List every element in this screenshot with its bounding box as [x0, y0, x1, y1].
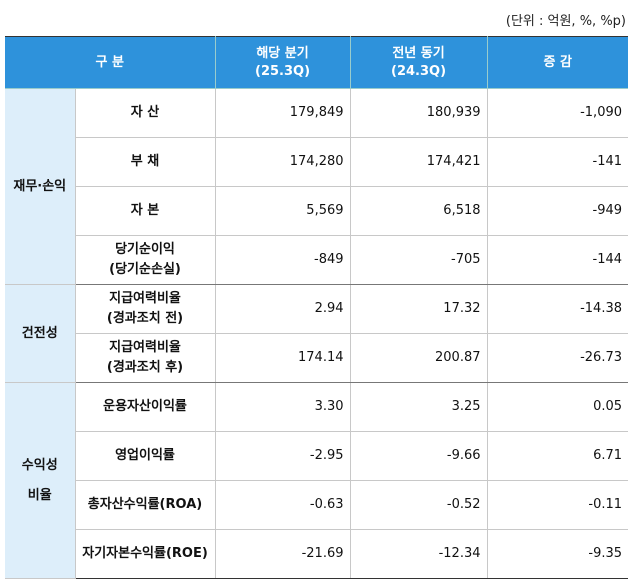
cell-line: (경과조치 전) — [106, 311, 184, 326]
cell-line: 비율 — [27, 487, 52, 503]
value-cell: -9.66 — [349, 431, 488, 481]
header-cell: 증 감 — [486, 36, 629, 89]
table-row: 자 본 5,569 6,518 -949 — [5, 186, 629, 236]
value-cell: -2.95 — [214, 431, 351, 481]
table-row: 부 채 174,280 174,421 -141 — [5, 137, 629, 187]
cell-line: 구 분 — [95, 54, 124, 70]
value-cell: 179,849 — [214, 88, 351, 138]
value-cell: -849 — [214, 235, 351, 285]
value-cell: 3.30 — [214, 382, 351, 432]
cell-line: 자기자본수익률(ROE) — [82, 546, 208, 561]
row-label: 운용자산이익률 — [74, 382, 216, 432]
value-cell: -12.34 — [349, 529, 488, 579]
header-cell: 전년 동기 (24.3Q) — [349, 36, 488, 89]
value-cell: 3.25 — [349, 382, 488, 432]
table-row: 당기순이익 (당기순손실) -849 -705 -144 — [5, 235, 629, 285]
value-cell: 180,939 — [349, 88, 488, 138]
group-label: 재무·손익 — [5, 88, 76, 285]
value-cell: 17.32 — [349, 284, 488, 334]
value-cell: -0.52 — [349, 480, 488, 530]
value-cell: -0.63 — [214, 480, 351, 530]
cell-line: (경과조치 후) — [106, 360, 184, 375]
row-label: 지급여력비율 (경과조치 전) — [74, 284, 216, 334]
row-label: 영업이익률 — [74, 431, 216, 481]
value-cell: -14.38 — [486, 284, 629, 334]
value-cell: -705 — [349, 235, 488, 285]
value-cell: 174,421 — [349, 137, 488, 187]
value-cell: -949 — [486, 186, 629, 236]
group-label: 건전성 — [5, 284, 76, 383]
cell-line: (당기순손실) — [109, 262, 181, 277]
table-row: 자기자본수익률(ROE) -21.69 -12.34 -9.35 — [5, 529, 629, 579]
cell-line: 당기순이익 — [115, 242, 175, 257]
cell-line: 부 채 — [130, 154, 160, 169]
header-cell: 구 분 — [5, 36, 216, 89]
row-label: 자 산 — [74, 88, 216, 138]
row-label: 총자산수익률(ROA) — [74, 480, 216, 530]
value-cell: 2.94 — [214, 284, 351, 334]
cell-line: (25.3Q) — [255, 63, 311, 79]
cell-line: 재무·손익 — [13, 178, 67, 194]
header-row: 구 분 해당 분기 (25.3Q) 전년 동기 (24.3Q) 증 감 — [5, 36, 629, 89]
value-cell: 200.87 — [349, 333, 488, 383]
cell-line: 운용자산이익률 — [103, 399, 187, 414]
table-row: 총자산수익률(ROA) -0.63 -0.52 -0.11 — [5, 480, 629, 530]
value-cell: 174.14 — [214, 333, 351, 383]
cell-line: 증 감 — [543, 54, 572, 70]
unit-note: (단위 : 억원, %, %p) — [505, 14, 626, 29]
cell-line: 지급여력비율 — [109, 340, 181, 355]
table-row: 지급여력비율 (경과조치 후) 174.14 200.87 -26.73 — [5, 333, 629, 383]
value-cell: 6.71 — [486, 431, 629, 481]
value-cell: -9.35 — [486, 529, 629, 579]
value-cell: 5,569 — [214, 186, 351, 236]
cell-line: 자 산 — [130, 105, 160, 120]
value-cell: 0.05 — [486, 382, 629, 432]
value-cell: -0.11 — [486, 480, 629, 530]
value-cell: 174,280 — [214, 137, 351, 187]
data-table: 구 분 해당 분기 (25.3Q) 전년 동기 (24.3Q) 증 감 재무·손익 자 산 1… — [5, 36, 629, 579]
value-cell: -144 — [486, 235, 629, 285]
value-cell: 6,518 — [349, 186, 488, 236]
cell-line: (24.3Q) — [391, 63, 447, 79]
page: (단위 : 억원, %, %p) 구 분 해당 분기 (25.3Q) 전년 동기 (24… — [5, 14, 629, 579]
cell-line: 자 본 — [130, 203, 160, 218]
cell-line: 지급여력비율 — [109, 291, 181, 306]
cell-line: 전년 동기 — [392, 45, 445, 61]
header-cell: 해당 분기 (25.3Q) — [214, 36, 351, 89]
table-row: 영업이익률 -2.95 -9.66 6.71 — [5, 431, 629, 481]
cell-line: 수익성 — [21, 457, 58, 473]
cell-line: 총자산수익률(ROA) — [87, 497, 203, 512]
value-cell: -26.73 — [486, 333, 629, 383]
row-label: 부 채 — [74, 137, 216, 187]
table-row: 재무·손익 자 산 179,849 180,939 -1,090 — [5, 88, 629, 285]
row-label: 자 본 — [74, 186, 216, 236]
cell-line: 해당 분기 — [256, 45, 309, 61]
table-row: 건전성 지급여력비율 (경과조치 전) 2.94 17.32 -14.38 — [5, 284, 629, 383]
cell-line: 영업이익률 — [115, 448, 175, 463]
row-label: 지급여력비율 (경과조치 후) — [74, 333, 216, 383]
table-body: 재무·손익 자 산 179,849 180,939 -1,090 부 채 174,280 17… — [5, 88, 629, 579]
value-cell: -141 — [486, 137, 629, 187]
cell-line: 건전성 — [21, 325, 58, 341]
value-cell: -21.69 — [214, 529, 351, 579]
row-label: 자기자본수익률(ROE) — [74, 529, 216, 579]
value-cell: -1,090 — [486, 88, 629, 138]
row-label: 당기순이익 (당기순손실) — [74, 235, 216, 285]
